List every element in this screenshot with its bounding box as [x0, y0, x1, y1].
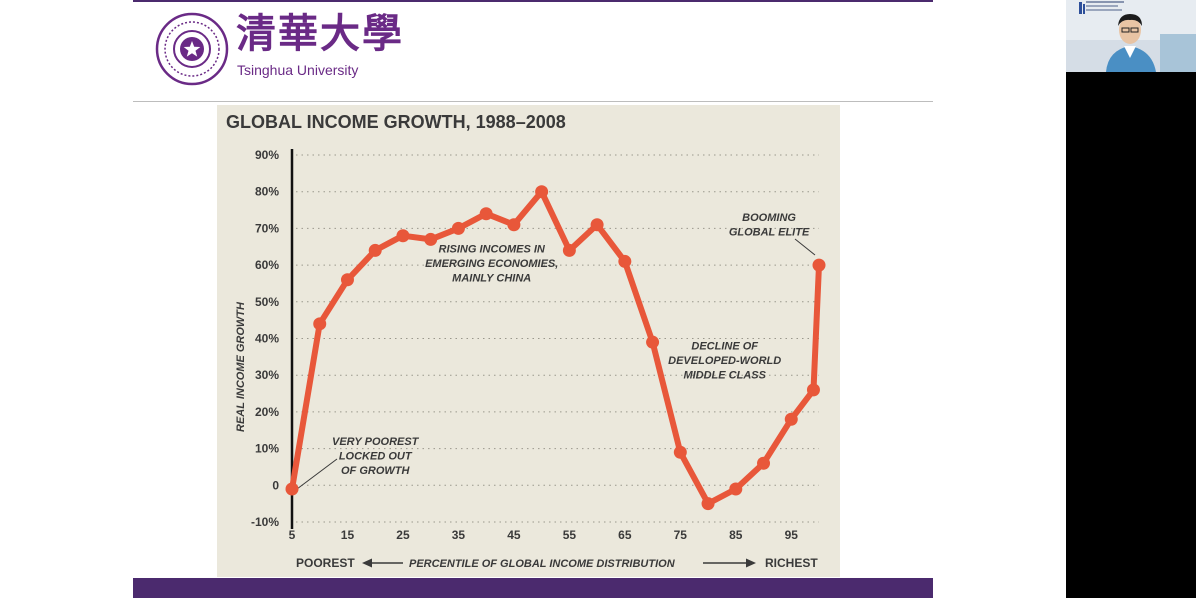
leader-poorest — [296, 458, 338, 490]
data-point — [285, 482, 299, 496]
data-point — [507, 218, 521, 232]
leader-elite — [794, 238, 816, 256]
left-arrow-head — [362, 558, 372, 568]
x-tick-label: 65 — [618, 528, 632, 542]
x-tick-label: 85 — [729, 528, 743, 542]
data-point — [757, 456, 771, 470]
x-tick-label: 75 — [674, 528, 688, 542]
y-tick-label: 20% — [255, 405, 279, 419]
x-axis-label: PERCENTILE OF GLOBAL INCOME DISTRIBUTION — [409, 558, 676, 570]
x-tick-label: 25 — [396, 528, 410, 542]
annotations: RISING INCOMES IN EMERGING ECONOMIES, MAIN… — [332, 212, 810, 477]
data-point — [806, 383, 820, 397]
income-growth-chart: GLOBAL INCOME GROWTH, 1988–2008 -10% 0 10%… — [226, 112, 826, 570]
presenter-avatar-icon — [1066, 0, 1196, 72]
chart-card: GLOBAL INCOME GROWTH, 1988–2008 -10% 0 10%… — [217, 105, 840, 577]
y-axis-ticks: -10% 0 10% 20% 30% 40% 50% 60% 70% 80% 90% — [251, 148, 279, 529]
y-tick-label: 80% — [255, 185, 279, 199]
chart-title: GLOBAL INCOME GROWTH, 1988–2008 — [226, 112, 566, 132]
x-tick-label: 95 — [785, 528, 799, 542]
data-point — [368, 243, 382, 257]
university-seal-icon — [155, 12, 229, 86]
y-tick-label: 30% — [255, 368, 279, 382]
data-point — [313, 317, 327, 331]
y-axis-label: REAL INCOME GROWTH — [235, 301, 247, 432]
slide-top-bar — [133, 0, 933, 2]
data-point — [812, 258, 826, 272]
data-points — [285, 185, 826, 511]
data-point — [562, 243, 576, 257]
data-point — [479, 207, 493, 221]
video-panel — [1066, 0, 1196, 598]
y-tick-label: 40% — [255, 332, 279, 346]
right-arrow-head — [746, 558, 756, 568]
y-tick-label: 70% — [255, 221, 279, 235]
data-point — [673, 445, 687, 459]
slide: 清華大學 Tsinghua University GLOBAL INCOME G… — [133, 0, 933, 598]
annotation: VERY POOREST LOCKED OUT OF GROWTH — [332, 436, 420, 477]
y-tick-label: 0 — [272, 478, 279, 492]
university-logo-chinese: 清華大學 — [236, 10, 404, 57]
data-point — [424, 232, 438, 246]
annotation: BOOMING GLOBAL ELITE — [729, 212, 810, 239]
x-axis-ticks: 5 15 25 35 45 55 65 75 85 95 — [289, 528, 799, 542]
data-point — [535, 185, 549, 199]
y-tick-label: 90% — [255, 148, 279, 162]
university-logo-english: Tsinghua University — [237, 62, 359, 78]
data-point — [396, 229, 410, 243]
x-axis-caption: POOREST PERCENTILE OF GLOBAL INCOME DIST… — [296, 556, 818, 570]
header-divider — [133, 101, 933, 102]
presenter-webcam — [1066, 0, 1196, 72]
data-point — [701, 497, 715, 511]
data-point — [618, 254, 632, 268]
x-tick-label: 35 — [452, 528, 466, 542]
x-axis-end-right: RICHEST — [765, 556, 818, 570]
annotation-leaders — [296, 238, 816, 490]
x-tick-label: 5 — [289, 528, 296, 542]
data-point — [729, 482, 743, 496]
x-tick-label: 55 — [563, 528, 577, 542]
annotation: DECLINE OF DEVELOPED-WORLD MIDDLE CLASS — [668, 341, 781, 382]
x-tick-label: 45 — [507, 528, 521, 542]
x-tick-label: 15 — [341, 528, 355, 542]
y-tick-label: 10% — [255, 442, 279, 456]
slide-bottom-bar — [133, 578, 933, 598]
y-tick-label: 50% — [255, 295, 279, 309]
data-point — [451, 221, 465, 235]
y-tick-label: -10% — [251, 515, 279, 529]
data-point — [784, 412, 798, 426]
data-point — [340, 273, 354, 287]
annotation: RISING INCOMES IN EMERGING ECONOMIES, MAIN… — [425, 243, 558, 284]
data-point — [590, 218, 604, 232]
y-tick-label: 60% — [255, 258, 279, 272]
data-point — [646, 335, 660, 349]
x-axis-end-left: POOREST — [296, 556, 355, 570]
